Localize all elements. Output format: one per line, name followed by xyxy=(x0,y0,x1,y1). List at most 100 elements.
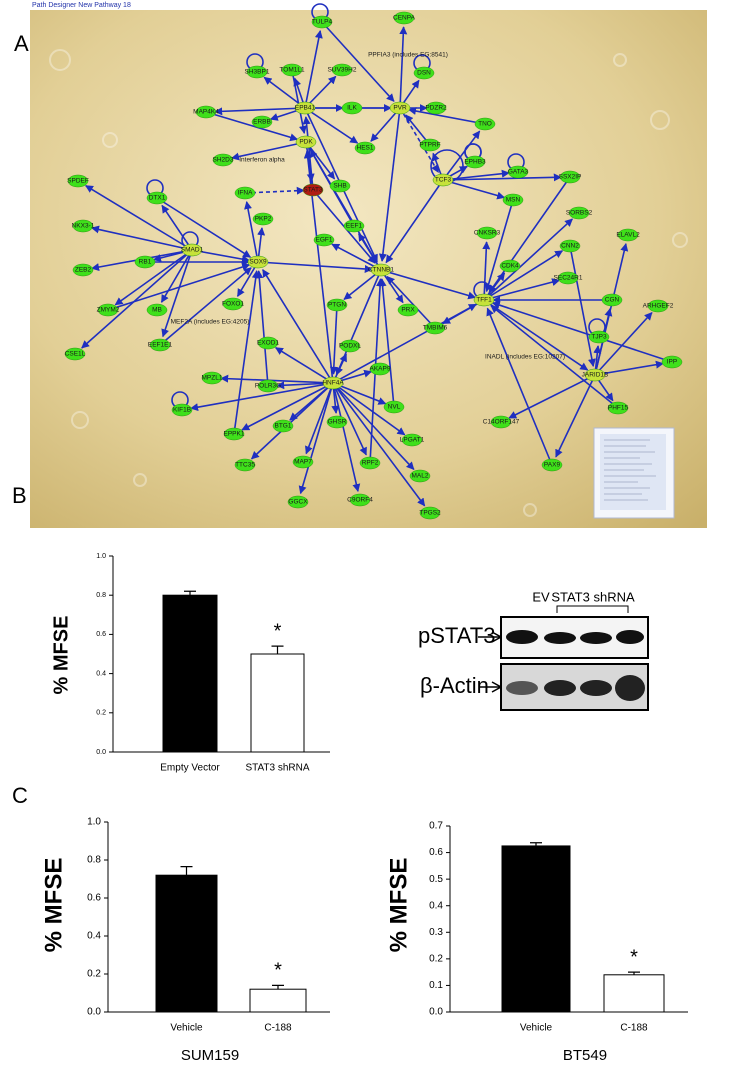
node-label: TMBIM6 xyxy=(423,325,448,332)
node-label: POLR3G xyxy=(255,383,281,390)
edge xyxy=(378,107,401,262)
node-label: NKX3-1 xyxy=(72,223,95,230)
edge xyxy=(408,107,486,125)
node-label: SPDEF xyxy=(67,178,89,185)
node-label: MAP4K4 xyxy=(193,109,219,116)
y-tick-label: 0.0 xyxy=(96,749,106,756)
node xyxy=(257,379,279,393)
node-label: CSE1L xyxy=(65,351,86,358)
annotation: * xyxy=(630,946,638,968)
error-bar xyxy=(180,866,193,876)
node xyxy=(134,255,156,269)
y-tick-label: 0.0 xyxy=(87,1007,101,1018)
edge xyxy=(483,299,589,371)
bar-chart: 0.0 0.1 0.2 0.3 0.4 0.5 0.6 0.7 % MFSE BT549 Vehic… xyxy=(385,821,688,1064)
edge xyxy=(160,249,193,303)
edge xyxy=(332,382,387,405)
lane-label: STAT3 shRNA xyxy=(551,589,635,604)
node xyxy=(246,65,268,79)
edge xyxy=(508,374,596,419)
y-tick-label: 0.6 xyxy=(87,893,101,904)
edge xyxy=(214,107,306,116)
y-axis-label: % MFSE xyxy=(40,858,67,953)
node-label: LPGAT1 xyxy=(400,437,425,444)
y-tick-label: 0.4 xyxy=(96,670,106,677)
node-label: SEC24R1 xyxy=(554,275,583,282)
node xyxy=(272,419,294,433)
node xyxy=(67,174,89,188)
y-tick-label: 0.4 xyxy=(87,931,101,942)
legend-inset xyxy=(593,427,675,519)
node-label: GGCX xyxy=(288,499,308,506)
node xyxy=(311,15,333,29)
node xyxy=(97,303,119,317)
edge xyxy=(483,218,573,301)
network-title: Path Designer New Pathway 18 xyxy=(32,2,131,9)
edge xyxy=(594,360,664,376)
node xyxy=(234,186,256,200)
node xyxy=(502,193,524,207)
node xyxy=(294,101,316,115)
node-label: PAX9 xyxy=(544,462,561,469)
node-label: DTX1 xyxy=(149,195,166,202)
x-tick-label: Empty Vector xyxy=(160,763,220,774)
y-tick-label: 0.6 xyxy=(429,847,443,858)
node-label: PVR xyxy=(393,105,407,112)
edge xyxy=(304,107,359,144)
node-label: ILK xyxy=(347,105,357,112)
edge xyxy=(442,130,481,181)
edge xyxy=(594,312,653,376)
x-axis-label: BT549 xyxy=(563,1047,607,1064)
edge xyxy=(85,184,193,251)
edge xyxy=(555,374,596,458)
node-label: TFF1 xyxy=(476,297,492,304)
edge xyxy=(231,141,307,161)
node-label: CTNNB1 xyxy=(368,267,394,274)
y-tick-label: 0.1 xyxy=(429,980,443,991)
node-label: SH2D3 xyxy=(213,157,234,164)
node xyxy=(419,138,441,152)
edge xyxy=(332,382,367,456)
edge-label: MEF2A (includes EG:4205) xyxy=(171,319,250,326)
x-tick-label: C-188 xyxy=(620,1023,648,1034)
error-bar xyxy=(271,645,284,654)
node xyxy=(72,219,94,233)
y-tick-label: 1.0 xyxy=(87,817,101,828)
node-label: ERBB xyxy=(253,119,271,126)
node-label: SSX2IP xyxy=(559,174,582,181)
y-tick-label: 0.0 xyxy=(429,1007,443,1018)
edge xyxy=(190,382,334,412)
node-label: TTC35 xyxy=(235,462,255,469)
node xyxy=(401,433,423,447)
edge xyxy=(442,173,562,182)
western-blot: EV STAT3 shRNA pSTAT3 β-Actin xyxy=(418,589,649,711)
y-tick-label: 0.7 xyxy=(429,821,443,832)
node xyxy=(339,339,361,353)
edge xyxy=(332,382,361,493)
edge xyxy=(262,268,334,384)
edge xyxy=(483,250,564,301)
node-label: JARID1B xyxy=(582,372,609,379)
bar xyxy=(162,594,218,753)
node xyxy=(354,141,376,155)
edge xyxy=(205,111,299,142)
node-label: DSN xyxy=(417,70,431,77)
node-label: IFNA xyxy=(238,190,253,197)
node xyxy=(474,117,496,131)
node xyxy=(341,101,363,115)
node xyxy=(383,400,405,414)
edge xyxy=(250,382,334,460)
node-label: AKAP9 xyxy=(370,366,391,373)
node-label: EEF1 xyxy=(346,223,363,230)
node xyxy=(247,255,269,269)
node-label: BTG1 xyxy=(275,423,292,430)
node xyxy=(409,469,431,483)
node-label: EPHB3 xyxy=(464,159,486,166)
node-label: TPGS2 xyxy=(419,510,441,517)
y-tick-label: 0.2 xyxy=(429,953,443,964)
node xyxy=(287,495,309,509)
node xyxy=(257,336,279,350)
node xyxy=(251,115,273,129)
node xyxy=(584,368,606,382)
